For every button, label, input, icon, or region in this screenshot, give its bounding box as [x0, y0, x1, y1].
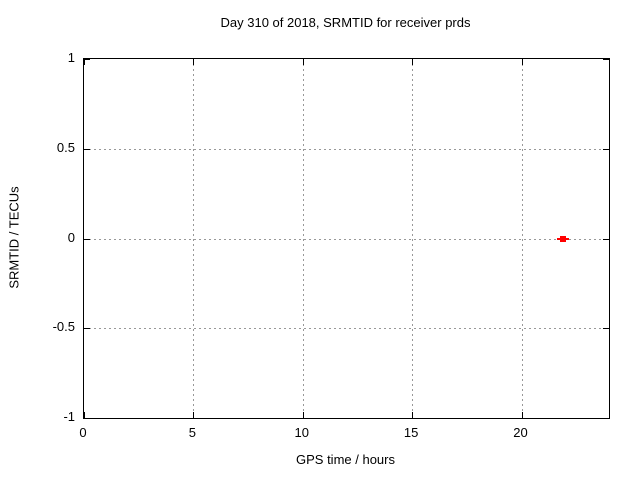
- y-tick-right: [603, 418, 609, 419]
- x-tick-label: 10: [294, 425, 309, 440]
- y-tick-label: 0.5: [56, 139, 75, 155]
- y-tick-label: -0.5: [52, 319, 75, 335]
- x-tick-top: [412, 59, 414, 65]
- y-tick-left: [84, 418, 90, 419]
- y-tick-label: 0: [67, 229, 75, 245]
- y-tick-label: -1: [63, 409, 75, 424]
- y-tick-left: [84, 328, 90, 330]
- x-tick-bottom: [84, 412, 85, 418]
- y-tick-left: [84, 59, 90, 60]
- x-tick-bottom: [412, 412, 414, 418]
- x-tick-label: 5: [188, 425, 196, 440]
- y-tick-label: 1: [67, 50, 75, 65]
- y-tick-left: [84, 148, 90, 150]
- plot-area: [83, 58, 610, 419]
- x-tick-top: [84, 59, 85, 65]
- x-tick-label: 20: [513, 425, 528, 440]
- y-tick-right: [603, 238, 609, 240]
- x-tick-bottom: [193, 412, 195, 418]
- y-tick-right: [603, 148, 609, 150]
- y-axis-label-text: SRMTID / TECUs: [6, 186, 22, 289]
- y-tick-right: [603, 328, 609, 330]
- data-point-marker: [560, 235, 567, 242]
- x-tick-label: 15: [403, 425, 419, 440]
- x-axis-label: GPS time / hours: [296, 452, 395, 467]
- y-tick-left: [84, 238, 90, 240]
- y-axis-label: SRMTID / TECUs: [0, 58, 28, 417]
- x-tick-label: 0: [79, 425, 87, 440]
- x-tick-bottom: [302, 412, 304, 418]
- x-tick-top: [193, 59, 195, 65]
- chart-title: Day 310 of 2018, SRMTID for receiver prd…: [220, 15, 471, 30]
- horizontal-gridline: [84, 148, 609, 150]
- x-tick-top: [521, 59, 523, 65]
- x-tick-bottom: [521, 412, 523, 418]
- x-tick-top: [302, 59, 304, 65]
- y-tick-right: [603, 59, 609, 60]
- horizontal-gridline: [84, 238, 609, 240]
- horizontal-gridline: [84, 328, 609, 330]
